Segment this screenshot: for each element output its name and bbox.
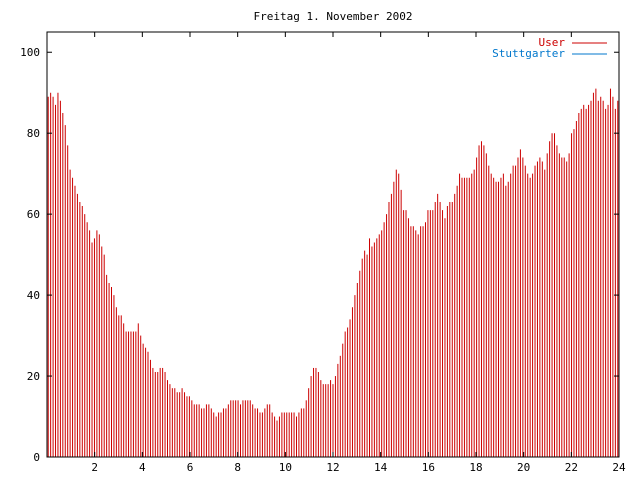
x-tick-label: 20 [517,461,530,474]
legend-label-stuttgarter: Stuttgarter [492,47,565,60]
x-tick-label: 22 [565,461,578,474]
y-axis: 0 20 40 60 80 100 [20,46,619,464]
y-tick-label: 20 [27,370,40,383]
y-tick-label: 40 [27,289,40,302]
y-tick-label: 80 [27,127,40,140]
x-tick-label: 2 [91,461,98,474]
legend-label-user: User [539,36,566,49]
x-tick-label: 18 [469,461,482,474]
x-tick-label: 12 [326,461,339,474]
x-tick-label: 14 [374,461,388,474]
bars-user [47,88,619,457]
x-tick-label: 24 [612,461,626,474]
y-tick-label: 100 [20,46,40,59]
legend: User Stuttgarter [492,36,607,60]
x-tick-label: 8 [234,461,241,474]
chart-title: Freitag 1. November 2002 [254,10,413,23]
x-tick-label: 4 [139,461,146,474]
x-tick-label: 10 [279,461,292,474]
x-tick-label: 16 [422,461,435,474]
x-tick-label: 6 [187,461,194,474]
y-tick-label: 60 [27,208,40,221]
x-axis: 2 4 6 8 10 12 14 16 18 20 22 24 [91,32,626,474]
y-tick-label: 0 [33,451,40,464]
